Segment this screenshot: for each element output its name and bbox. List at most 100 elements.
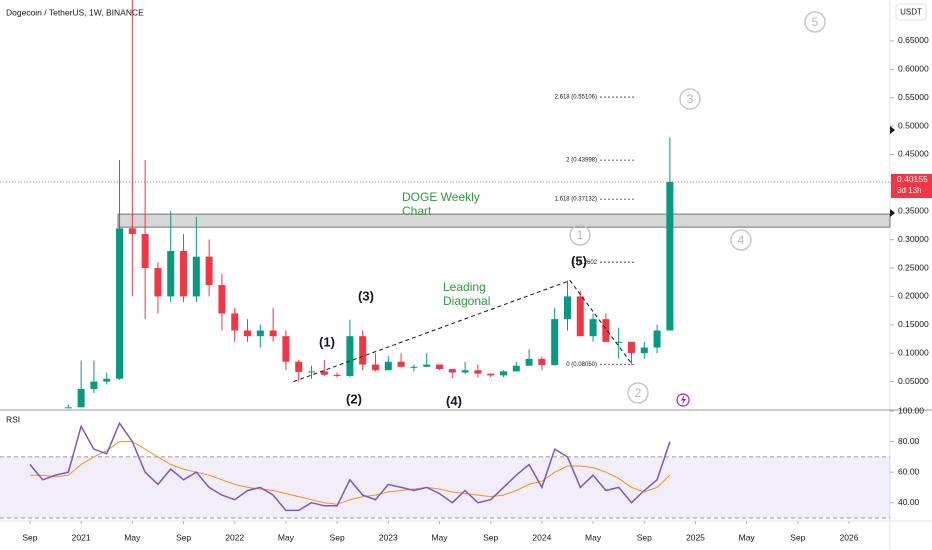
- x-tick-label: May: [739, 532, 756, 542]
- x-tick-label: 2024: [532, 532, 551, 542]
- x-tick-label: 2022: [225, 532, 244, 542]
- rsi-tick-label: 100.00: [898, 405, 924, 415]
- candle-body: [615, 341, 623, 343]
- circle-label: 3: [687, 92, 694, 106]
- wave-label: (1): [319, 334, 335, 349]
- candle-body: [141, 233, 149, 269]
- candle-body: [474, 370, 482, 374]
- candle-body: [372, 364, 380, 371]
- y-tick-label: 0.65000: [898, 35, 929, 45]
- circle-label: 2: [635, 386, 642, 400]
- candle-body: [435, 364, 443, 370]
- note-text: Chart: [402, 204, 432, 218]
- rsi-tick-label: 60.00: [898, 466, 920, 476]
- candle-body: [576, 296, 584, 337]
- candle-body: [525, 358, 533, 366]
- wave-circle: [730, 229, 752, 251]
- x-tick-label: 2023: [379, 532, 398, 542]
- rsi-band-fill: [0, 456, 890, 519]
- candle-body: [589, 319, 597, 337]
- note-text: Leading: [443, 280, 486, 294]
- fib-label: 1.618 (0.37132): [555, 197, 597, 203]
- candle-body: [269, 330, 277, 337]
- axis-marker: [890, 126, 895, 134]
- candle-body: [244, 330, 252, 337]
- candle-body: [448, 369, 456, 373]
- candle-body: [116, 228, 124, 379]
- candle-body: [640, 347, 648, 354]
- candle-body: [397, 361, 405, 367]
- fib-label: 2 (0.43998): [566, 158, 597, 164]
- note-text: Diagonal: [443, 294, 490, 308]
- candle-body: [154, 268, 162, 297]
- rsi-ma-line: [29, 441, 671, 505]
- candle-body: [103, 378, 111, 382]
- candle-body: [487, 373, 495, 376]
- currency-button[interactable]: [895, 3, 927, 21]
- candle-body: [423, 364, 431, 367]
- candle-body: [666, 181, 674, 331]
- circle-label: 1: [577, 228, 584, 242]
- currency-label[interactable]: USDT: [900, 8, 922, 17]
- y-tick-label: 0.05000: [898, 376, 929, 386]
- y-tick-label: 0.30000: [898, 234, 929, 244]
- candle-body: [180, 250, 188, 297]
- x-tick-label: Sep: [483, 532, 498, 542]
- rsi-line: [29, 421, 671, 512]
- candle-body: [256, 330, 264, 337]
- candle-body: [320, 371, 328, 375]
- circle-label: 5: [812, 15, 819, 29]
- symbol-header: Dogecoin / TetherUS, 1W, BINANCE: [6, 7, 144, 17]
- rsi-label: RSI: [6, 414, 20, 424]
- last-price-label: 0.40155: [897, 174, 928, 184]
- candle-body: [653, 330, 661, 348]
- x-tick-label: May: [431, 532, 448, 542]
- x-tick-label: Sep: [790, 532, 805, 542]
- fib-label: 2.618 (0.55106): [555, 95, 597, 101]
- axis-marker: [890, 209, 895, 217]
- circle-label: 4: [738, 233, 745, 247]
- rsi-tick-label: 80.00: [898, 436, 920, 446]
- candle-body: [333, 374, 341, 376]
- wave-label: (4): [446, 393, 462, 408]
- candle-body: [64, 407, 72, 409]
- candle-body: [410, 366, 418, 368]
- candle-body: [359, 336, 367, 365]
- candle-body: [499, 371, 507, 376]
- y-tick-label: 0.10000: [898, 347, 929, 357]
- wave-circle: [679, 88, 701, 110]
- candle-body: [282, 336, 290, 362]
- x-tick-label: Sep: [637, 532, 652, 542]
- x-tick-label: May: [124, 532, 141, 542]
- rsi-tick-label: 40.00: [898, 497, 920, 507]
- y-tick-label: 0.45000: [898, 149, 929, 159]
- candle-body: [77, 388, 85, 408]
- candle-body: [512, 365, 520, 372]
- x-tick-label: May: [585, 532, 602, 542]
- y-tick-label: 0.35000: [898, 205, 929, 215]
- fib-label: 0 (0.08050): [566, 362, 597, 368]
- candle-body: [308, 371, 316, 373]
- x-tick-label: Sep: [330, 532, 345, 542]
- y-tick-label: 0.55000: [898, 92, 929, 102]
- x-tick-label: May: [278, 532, 295, 542]
- x-tick-label: 2021: [72, 532, 91, 542]
- candle-body: [167, 250, 175, 297]
- resistance-zone: [117, 213, 891, 228]
- candle-body: [602, 319, 610, 342]
- y-tick-label: 0.60000: [898, 64, 929, 74]
- y-tick-label: 0.25000: [898, 262, 929, 272]
- fib-label: 1 (0.2602: [572, 260, 598, 266]
- x-tick-label: 2025: [686, 532, 705, 542]
- candle-body: [295, 361, 303, 372]
- candle-body: [205, 256, 213, 286]
- candle-body: [384, 361, 392, 371]
- wave-circle: [804, 11, 826, 33]
- wave-circle: [569, 224, 591, 246]
- last-price-tag: [891, 173, 932, 198]
- wave-label: (2): [346, 391, 362, 406]
- candle-body: [346, 336, 354, 376]
- candle-body: [231, 313, 239, 331]
- wave-label: (3): [358, 288, 374, 303]
